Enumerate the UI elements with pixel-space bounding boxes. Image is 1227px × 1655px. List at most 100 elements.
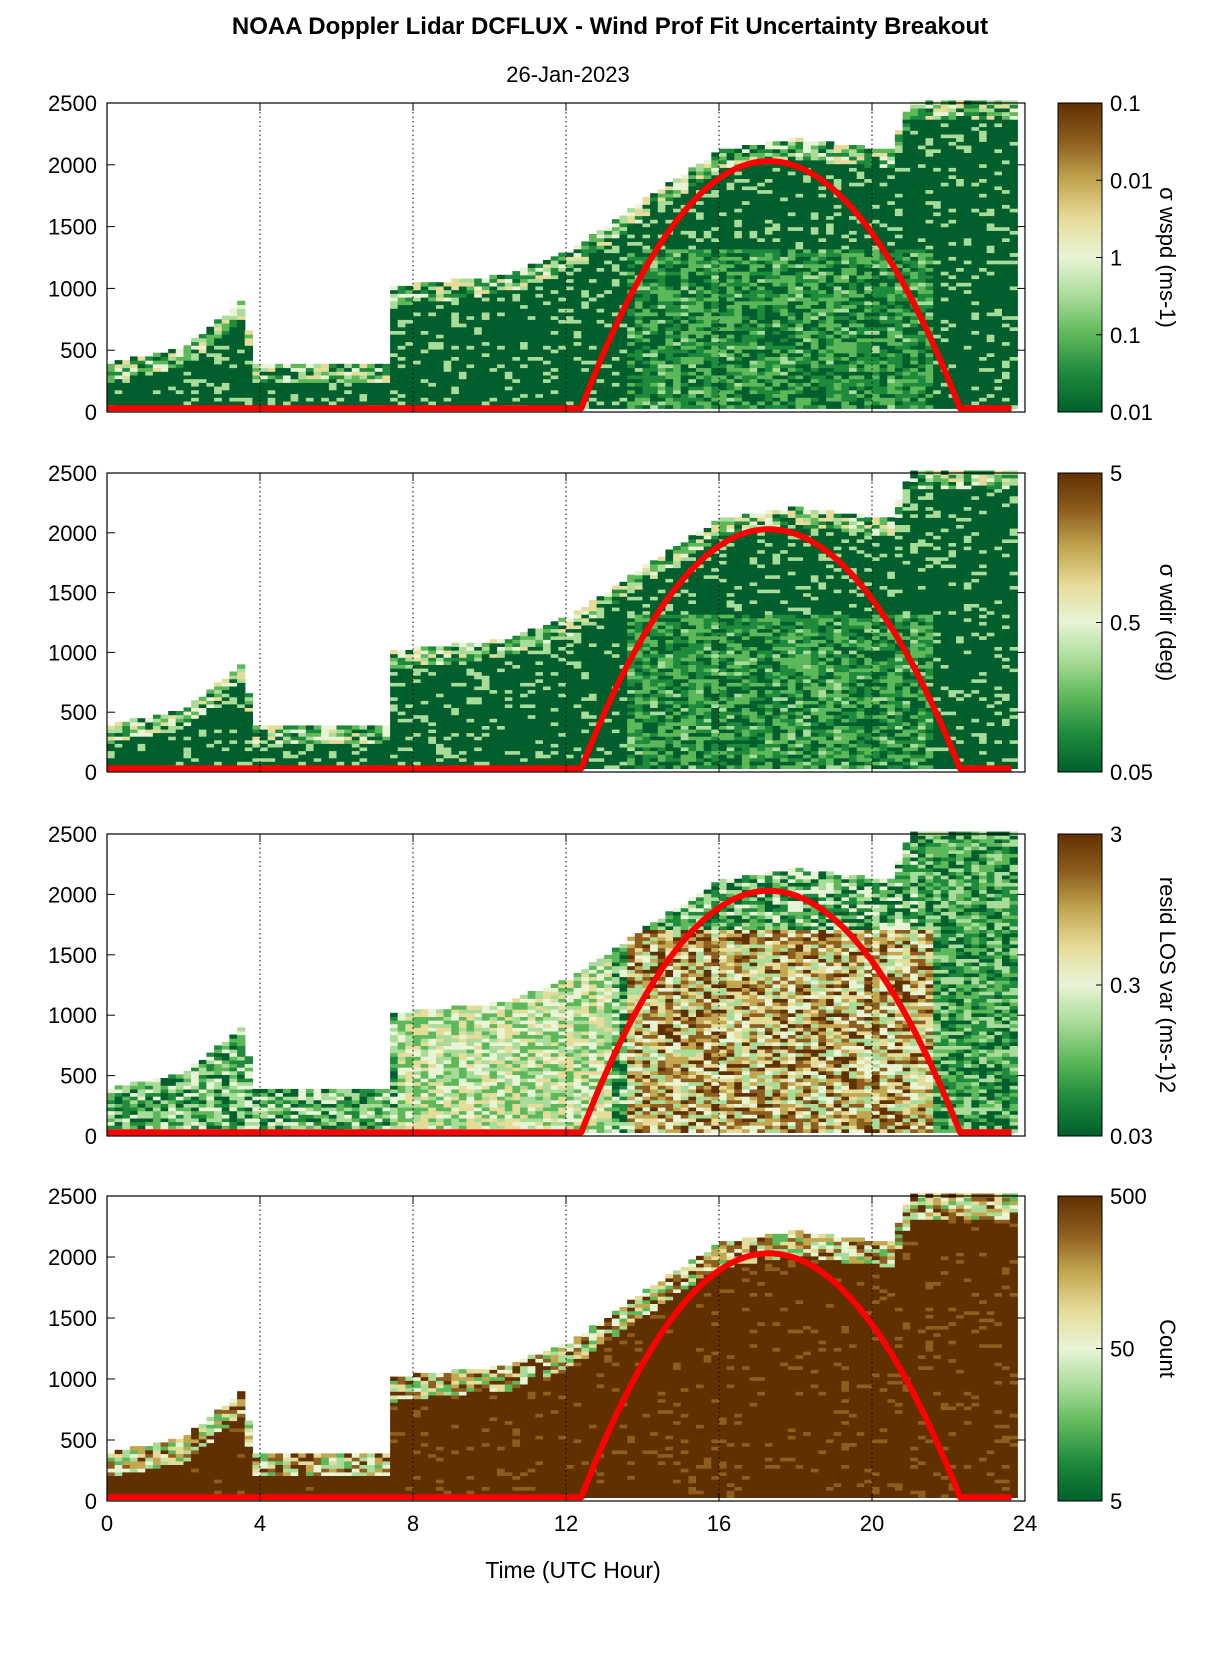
- heatmap-cell: [726, 185, 735, 191]
- heatmap-cell: [787, 137, 796, 142]
- heatmap-cell: [688, 263, 697, 268]
- heatmap-cell: [719, 311, 728, 317]
- heatmap-cell: [734, 386, 743, 391]
- heatmap-cell: [810, 245, 819, 250]
- heatmap-cell: [650, 193, 659, 198]
- heatmap-cell: [420, 326, 429, 331]
- heatmap-cell: [566, 367, 575, 372]
- heatmap-cell: [665, 356, 674, 361]
- heatmap-cell: [917, 397, 927, 402]
- heatmap-cell: [558, 367, 567, 372]
- heatmap-cell: [619, 234, 628, 239]
- heatmap-cell: [849, 367, 858, 372]
- heatmap-cell: [925, 145, 934, 150]
- heatmap-cell: [910, 104, 919, 109]
- heatmap-cell: [290, 374, 299, 380]
- heatmap-cell: [849, 404, 858, 409]
- heatmap-cell: [780, 182, 789, 187]
- heatmap-cell: [917, 211, 927, 217]
- heatmap-cell: [719, 182, 728, 187]
- heatmap-cell: [902, 360, 911, 365]
- heatmap-cell: [443, 293, 452, 298]
- heatmap-cell: [650, 208, 659, 213]
- heatmap-cell: [535, 367, 544, 372]
- heatmap-cell: [902, 356, 911, 361]
- heatmap-cell: [864, 382, 873, 387]
- heatmap-cell: [826, 282, 835, 287]
- heatmap-cell: [803, 152, 812, 157]
- heatmap-cell: [933, 248, 942, 254]
- heatmap-cell: [420, 352, 429, 357]
- heatmap-cell: [772, 297, 781, 302]
- heatmap-cell: [481, 308, 490, 313]
- heatmap-cell: [657, 263, 666, 268]
- heatmap-cell: [581, 349, 590, 354]
- heatmap-cell: [229, 378, 238, 383]
- heatmap-cell: [160, 363, 169, 369]
- heatmap-cell: [971, 337, 980, 343]
- heatmap-cell: [887, 330, 896, 335]
- heatmap-cell: [611, 341, 621, 346]
- heatmap-cell: [214, 371, 223, 376]
- heatmap-cell: [734, 352, 743, 357]
- heatmap-cell: [680, 360, 689, 365]
- heatmap-cell: [160, 378, 169, 383]
- heatmap-cell: [741, 404, 751, 409]
- heatmap-cell: [535, 330, 544, 335]
- heatmap-cell: [145, 397, 154, 402]
- heatmap-cell: [711, 159, 720, 165]
- heatmap-cell: [734, 152, 743, 157]
- heatmap-cell: [787, 193, 796, 198]
- heatmap-cell: [229, 356, 238, 361]
- heatmap-cell: [971, 334, 980, 339]
- heatmap-cell: [887, 278, 896, 283]
- heatmap-cell: [436, 289, 445, 294]
- heatmap-cell: [841, 171, 850, 176]
- heatmap-cell: [956, 204, 965, 209]
- heatmap-cell: [405, 323, 414, 328]
- heatmap-cell: [787, 326, 796, 331]
- heatmap-cell: [948, 345, 957, 350]
- heatmap-cell: [917, 378, 927, 383]
- heatmap-cell: [940, 326, 949, 331]
- heatmap-cell: [497, 282, 506, 287]
- heatmap-cell: [719, 234, 728, 239]
- heatmap-cell: [413, 337, 422, 343]
- heatmap-cell: [757, 319, 766, 324]
- heatmap-cell: [183, 345, 192, 350]
- heatmap-cell: [397, 363, 406, 369]
- heatmap-cell: [795, 374, 804, 380]
- heatmap-cell: [726, 367, 735, 372]
- heatmap-cell: [772, 374, 781, 380]
- heatmap-cell: [152, 356, 162, 361]
- heatmap-cell: [780, 215, 789, 220]
- heatmap-cell: [634, 389, 643, 395]
- heatmap-cell: [634, 349, 643, 354]
- heatmap-cell: [849, 185, 858, 191]
- heatmap-cell: [810, 330, 819, 335]
- heatmap-cell: [489, 300, 498, 306]
- heatmap-cell: [489, 274, 498, 280]
- heatmap-cell: [405, 400, 414, 406]
- heatmap-cell: [443, 371, 452, 376]
- heatmap-cell: [588, 245, 598, 250]
- heatmap-cell: [887, 315, 896, 320]
- heatmap-cell: [948, 219, 957, 224]
- heatmap-cell: [933, 315, 942, 320]
- heatmap-cell: [627, 393, 636, 398]
- heatmap-cell: [596, 393, 605, 398]
- heatmap-cell: [963, 122, 972, 128]
- heatmap-cell: [566, 304, 575, 309]
- heatmap-cell: [749, 363, 758, 369]
- heatmap-cell: [948, 189, 957, 194]
- heatmap-cell: [971, 330, 980, 335]
- heatmap-cell: [237, 393, 246, 398]
- heatmap-cell: [894, 156, 904, 161]
- heatmap-cell: [390, 356, 399, 361]
- heatmap-cell: [917, 389, 927, 395]
- heatmap-cell: [696, 200, 705, 205]
- heatmap-cell: [688, 374, 697, 380]
- heatmap-cell: [971, 323, 980, 328]
- heatmap-cell: [833, 159, 842, 165]
- heatmap-cell: [849, 211, 858, 217]
